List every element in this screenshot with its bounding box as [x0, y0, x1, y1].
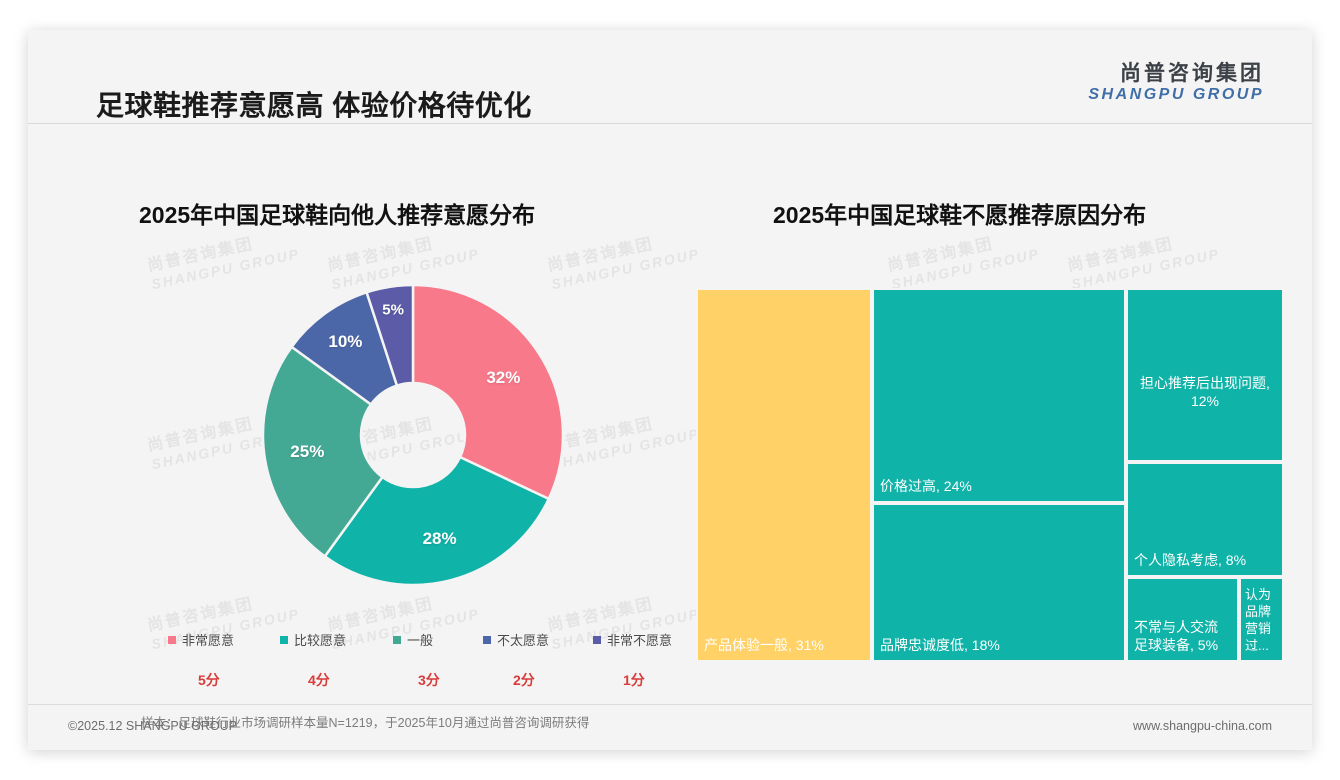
- legend-swatch-icon: [393, 635, 401, 644]
- donut-slice-value: 28%: [422, 528, 457, 548]
- treemap-chart-title: 2025年中国足球鞋不愿推荐原因分布: [773, 202, 1147, 228]
- legend-label: 非常愿意: [182, 633, 235, 648]
- slide-header: 足球鞋推荐意愿高 体验价格待优化 尚普咨询集团 SHANGPU GROUP: [28, 30, 1312, 124]
- treemap-cell-label: 产品体验一般, 31%: [704, 636, 824, 653]
- slide-footer: ©2025.12 SHANGPU GROUP www.shangpu-china…: [28, 704, 1312, 750]
- treemap-cell-label: 不常与人交流足球装备, 5%: [1134, 619, 1219, 653]
- treemap-cell[interactable]: 担心推荐后出现问题, 12%: [1126, 288, 1284, 462]
- donut-slice-value: 25%: [290, 441, 325, 461]
- legend-swatch-icon: [483, 635, 491, 644]
- legend-item[interactable]: 不太愿意: [483, 630, 549, 649]
- donut-slice-value: 32%: [486, 367, 521, 387]
- donut-legend: 非常愿意 比较愿意 一般 不太愿意 非常不愿意: [168, 630, 688, 652]
- treemap-cell-label: 个人隐私考虑, 8%: [1134, 551, 1247, 568]
- legend-item[interactable]: 比较愿意: [280, 630, 346, 649]
- donut-slice[interactable]: [365, 283, 415, 388]
- treemap-cell[interactable]: 品牌忠诚度低, 18%: [872, 503, 1126, 662]
- score-label: 4分: [308, 672, 330, 688]
- treemap-cell[interactable]: 个人隐私考虑, 8%: [1126, 462, 1284, 577]
- website-link[interactable]: www.shangpu-china.com: [1133, 719, 1272, 733]
- legend-swatch-icon: [168, 635, 176, 644]
- legend-swatch-icon: [280, 635, 288, 644]
- treemap-cell[interactable]: 价格过高, 24%: [872, 288, 1126, 503]
- donut-slice[interactable]: [261, 345, 385, 559]
- legend-item[interactable]: 非常不愿意: [593, 630, 672, 649]
- donut-slice-value: 10%: [328, 331, 363, 351]
- slide-card: 足球鞋推荐意愿高 体验价格待优化 尚普咨询集团 SHANGPU GROUP 尚普…: [28, 30, 1312, 750]
- donut-chart-svg: [261, 283, 565, 587]
- treemap-cell-label: 认为品牌营销过...: [1245, 587, 1272, 653]
- page-title: 足球鞋推荐意愿高 体验价格待优化: [96, 90, 532, 121]
- treemap-cell[interactable]: 不常与人交流足球装备, 5%: [1126, 577, 1239, 662]
- logo-english-text: SHANGPU GROUP: [1088, 85, 1264, 103]
- treemap-chart: 产品体验一般, 31% 价格过高, 24% 品牌忠诚度低, 18% 担心推荐后出现问题…: [696, 288, 1284, 662]
- score-label: 5分: [198, 672, 220, 688]
- donut-slice[interactable]: [411, 283, 565, 501]
- legend-item[interactable]: 非常愿意: [168, 630, 234, 649]
- score-label: 1分: [623, 672, 645, 688]
- donut-chart: 32% 28% 25% 10% 5%: [257, 279, 569, 591]
- donut-chart-title: 2025年中国足球鞋向他人推荐意愿分布: [139, 202, 536, 228]
- brand-logo: 尚普咨询集团 SHANGPU GROUP: [1088, 62, 1264, 103]
- treemap-cell[interactable]: 产品体验一般, 31%: [696, 288, 872, 662]
- legend-swatch-icon: [593, 635, 601, 644]
- donut-slice[interactable]: [323, 455, 551, 587]
- score-label: 2分: [513, 672, 535, 688]
- treemap-cell-label: 价格过高, 24%: [880, 477, 972, 494]
- copyright-text: ©2025.12 SHANGPU GROUP: [68, 719, 237, 733]
- donut-score-row: 5分 4分 3分 2分 1分: [168, 670, 688, 694]
- treemap-cell-label: 担心推荐后出现问题, 12%: [1140, 375, 1270, 409]
- logo-chinese-text: 尚普咨询集团: [1120, 62, 1264, 85]
- legend-label: 比较愿意: [294, 633, 347, 648]
- treemap-cell[interactable]: 认为品牌营销过...: [1239, 577, 1284, 662]
- legend-label: 一般: [407, 633, 434, 648]
- source-footnote: 样本：足球鞋行业市场调研样本量N=1219，于2025年10月通过尚普咨询调研获…: [141, 716, 590, 730]
- score-label: 3分: [418, 672, 440, 688]
- legend-label: 不太愿意: [497, 633, 550, 648]
- legend-item[interactable]: 一般: [393, 630, 433, 649]
- treemap-cell-label: 品牌忠诚度低, 18%: [880, 636, 1000, 653]
- donut-slice-value: 5%: [382, 301, 404, 319]
- legend-label: 非常不愿意: [607, 633, 673, 648]
